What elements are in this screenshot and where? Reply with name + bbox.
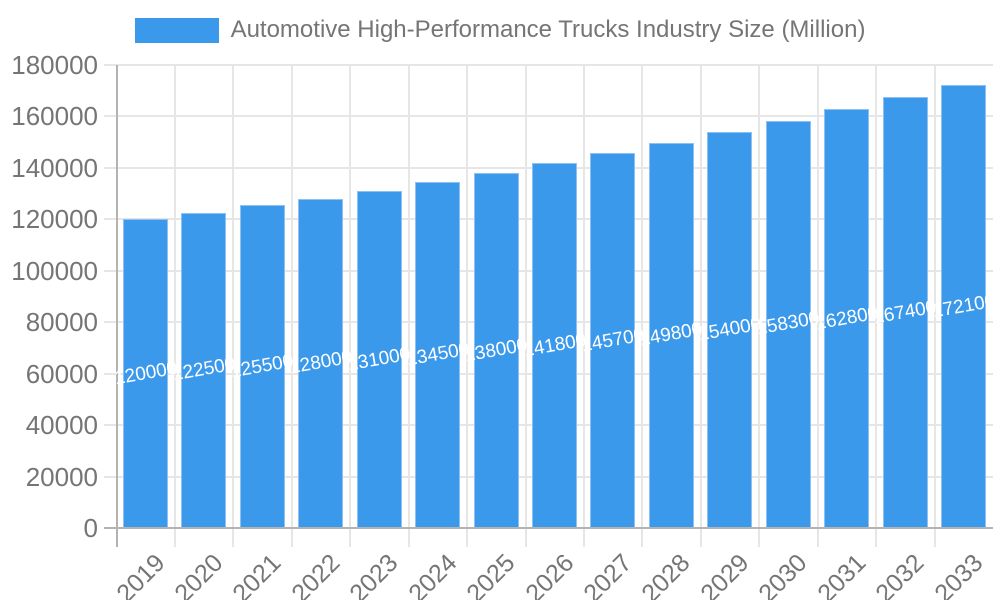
y-axis-tick-label: 20000	[25, 461, 98, 492]
x-gridline	[933, 65, 936, 528]
x-axis-tick	[407, 528, 410, 547]
bar[interactable]	[648, 142, 694, 528]
x-axis-tick	[349, 528, 352, 547]
y-axis-tick-label: 140000	[11, 152, 98, 183]
bar[interactable]	[298, 198, 344, 528]
x-axis-tick	[758, 528, 761, 547]
x-gridline	[816, 65, 819, 528]
bar[interactable]	[882, 97, 928, 528]
x-gridline	[582, 65, 585, 528]
bar[interactable]	[941, 85, 987, 528]
y-axis-tick-label: 120000	[11, 204, 98, 235]
x-axis-tick	[816, 528, 819, 547]
bar[interactable]	[181, 212, 227, 528]
x-axis-tick	[232, 528, 235, 547]
y-gridline	[116, 64, 993, 66]
x-gridline	[407, 65, 410, 528]
y-gridline	[116, 115, 993, 118]
y-axis-tick	[103, 269, 117, 272]
legend: Automotive High-Performance Trucks Indus…	[0, 12, 1000, 48]
y-axis-tick-label: 180000	[11, 50, 98, 80]
x-axis-tick	[115, 528, 118, 547]
x-gridline	[524, 65, 527, 528]
x-gridline	[173, 65, 176, 528]
y-axis-tick	[103, 372, 117, 375]
legend-swatch	[134, 17, 219, 43]
x-axis-tick	[466, 528, 469, 547]
legend-label: Automotive High-Performance Trucks Indus…	[230, 16, 866, 43]
y-axis-tick	[103, 64, 117, 66]
bar[interactable]	[707, 131, 753, 528]
x-axis-tick	[699, 528, 702, 547]
bar[interactable]	[239, 205, 285, 528]
y-axis-tick-label: 160000	[11, 101, 98, 132]
y-axis-tick	[103, 424, 117, 427]
bar[interactable]	[590, 153, 636, 528]
x-axis-tick	[641, 528, 644, 547]
x-axis-baseline	[103, 527, 993, 529]
y-axis-tick	[103, 321, 117, 324]
x-gridline	[232, 65, 235, 528]
y-axis-tick-label: 40000	[25, 410, 98, 441]
bar[interactable]	[356, 191, 402, 528]
bar[interactable]	[532, 163, 578, 528]
y-axis-tick	[103, 166, 117, 169]
y-axis-tick	[103, 115, 117, 118]
x-axis-tick	[933, 528, 936, 547]
x-gridline	[290, 65, 293, 528]
y-axis-tick	[103, 475, 117, 478]
x-axis-tick	[524, 528, 527, 547]
x-axis-tick	[173, 528, 176, 547]
x-axis-tick	[875, 528, 878, 547]
bar[interactable]	[123, 219, 168, 528]
x-axis-tick	[290, 528, 293, 547]
x-gridline	[349, 65, 352, 528]
x-gridline	[115, 65, 118, 528]
bar[interactable]	[415, 182, 461, 528]
x-gridline	[699, 65, 702, 528]
x-gridline	[758, 65, 761, 528]
y-axis-tick	[103, 218, 117, 221]
x-gridline	[875, 65, 878, 528]
y-axis-tick-label: 100000	[11, 255, 98, 286]
y-axis-tick-label: 80000	[25, 307, 98, 338]
x-axis-tick-label: 2019	[110, 548, 171, 600]
x-gridline	[641, 65, 644, 528]
x-axis-tick	[582, 528, 585, 547]
x-gridline	[466, 65, 469, 528]
y-axis-tick-label: 0	[83, 513, 98, 543]
bar[interactable]	[765, 120, 811, 528]
bar[interactable]	[824, 109, 870, 528]
y-axis-tick-label: 60000	[25, 358, 98, 389]
